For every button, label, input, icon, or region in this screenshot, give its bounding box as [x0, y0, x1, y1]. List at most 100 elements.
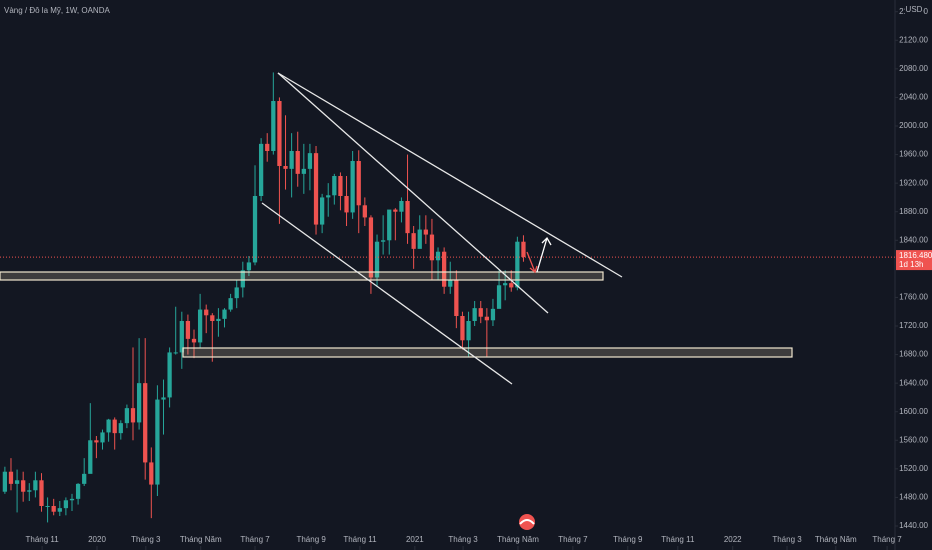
x-tick-label: Tháng 9: [296, 535, 326, 544]
countdown: 1d 13h: [899, 260, 923, 269]
x-tick-label: 2021: [406, 535, 424, 544]
candle-body: [271, 101, 276, 151]
x-tick-label: Tháng 7: [872, 535, 902, 544]
candle-body: [472, 308, 477, 321]
candle-body: [106, 419, 111, 433]
plot: [0, 72, 895, 523]
candle-body: [466, 321, 471, 341]
candle-body: [21, 480, 26, 492]
candle-body: [484, 316, 489, 321]
y-tick-label: 2120.00: [899, 35, 928, 44]
candle-body: [185, 321, 191, 339]
arrow: [536, 237, 548, 273]
candle-body: [8, 471, 14, 484]
candle-body: [381, 240, 386, 242]
last-price-label: 1816.480: [899, 251, 932, 260]
candle-body: [100, 432, 105, 443]
support-zone: [182, 347, 793, 358]
candle-body: [216, 318, 221, 321]
trendline: [261, 202, 513, 385]
candle-body: [210, 315, 215, 321]
candle-body: [57, 508, 62, 512]
x-tick-label: Tháng Năm: [180, 535, 222, 544]
candle-body: [344, 196, 349, 213]
candle-body: [368, 217, 374, 278]
y-tick-label: 1440.00: [899, 521, 928, 530]
x-tick-label: Tháng Năm: [497, 535, 539, 544]
candle-body: [234, 287, 239, 299]
candle-body: [289, 151, 294, 169]
candle-body: [14, 480, 20, 484]
candle-body: [143, 383, 148, 463]
currency-label: USD: [906, 5, 923, 14]
candle-body: [478, 308, 483, 317]
candle-body: [338, 176, 343, 196]
candle-body: [2, 471, 8, 492]
candle-body: [75, 483, 81, 499]
x-tick-label: Tháng 11: [343, 535, 377, 544]
candle-body: [69, 498, 75, 501]
y-tick-label: 1760.00: [899, 293, 928, 302]
candle-body: [112, 419, 117, 434]
candle-body: [509, 283, 514, 288]
candle-body: [356, 161, 361, 206]
candle-body: [88, 440, 93, 474]
x-tick-label: Tháng 7: [240, 535, 270, 544]
candle-body: [82, 473, 87, 484]
trendline: [277, 72, 623, 278]
candle-body: [496, 285, 502, 309]
candle-body: [307, 153, 313, 169]
candle-body: [332, 176, 337, 196]
candle-body: [515, 241, 520, 288]
candle-body: [136, 383, 142, 423]
candle-body: [173, 352, 178, 354]
arrow-head: [529, 265, 538, 274]
candle-body: [222, 309, 227, 319]
candle-body: [374, 241, 380, 278]
candle-body: [460, 316, 465, 341]
x-tick-label: Tháng 11: [25, 535, 59, 544]
candle-body: [411, 233, 416, 249]
x-tick-label: Tháng 11: [661, 535, 695, 544]
candle-body: [442, 251, 447, 287]
candle-body: [417, 229, 422, 249]
candle-body: [454, 279, 459, 316]
x-tick-label: Tháng 3: [448, 535, 478, 544]
x-tick-label: 2020: [88, 535, 106, 544]
candle-body: [387, 209, 392, 241]
x-tick-label: Tháng 9: [613, 535, 643, 544]
candle-body: [149, 462, 154, 485]
candle-body: [246, 262, 252, 271]
candle-body: [191, 338, 197, 343]
last-price-tag: [896, 250, 932, 271]
y-tick-label: 1640.00: [899, 378, 928, 387]
x-tick-label: Tháng 3: [772, 535, 802, 544]
candle-body: [393, 209, 398, 212]
y-tick-label: 1880.00: [899, 207, 928, 216]
support-zone: [0, 271, 604, 281]
y-tick-label: 1560.00: [899, 435, 928, 444]
candle-body: [399, 201, 404, 212]
y-tick-label: 1680.00: [899, 350, 928, 359]
y-tick-label: 1720.00: [899, 321, 928, 330]
candle-body: [161, 397, 166, 400]
candle-body: [313, 153, 319, 225]
trendline: [277, 72, 549, 314]
candle-body: [405, 201, 410, 234]
candle-body: [319, 197, 325, 225]
candle-body: [179, 321, 184, 353]
x-tick-label: Tháng 7: [558, 535, 588, 544]
candle-body: [283, 166, 288, 169]
candle-body: [252, 196, 258, 263]
axes: 1440.00 1480.00 1520.00 1560.00 1600.00 1640.…: [25, 4, 932, 550]
candle-body: [45, 506, 50, 507]
candle-body: [295, 151, 300, 174]
candle-body: [240, 270, 245, 288]
y-tick-label: 1920.00: [899, 178, 928, 187]
candle-body: [167, 352, 172, 398]
x-tick-label: 2022: [724, 535, 742, 544]
candle-body: [228, 298, 233, 310]
candle-body: [258, 143, 264, 196]
